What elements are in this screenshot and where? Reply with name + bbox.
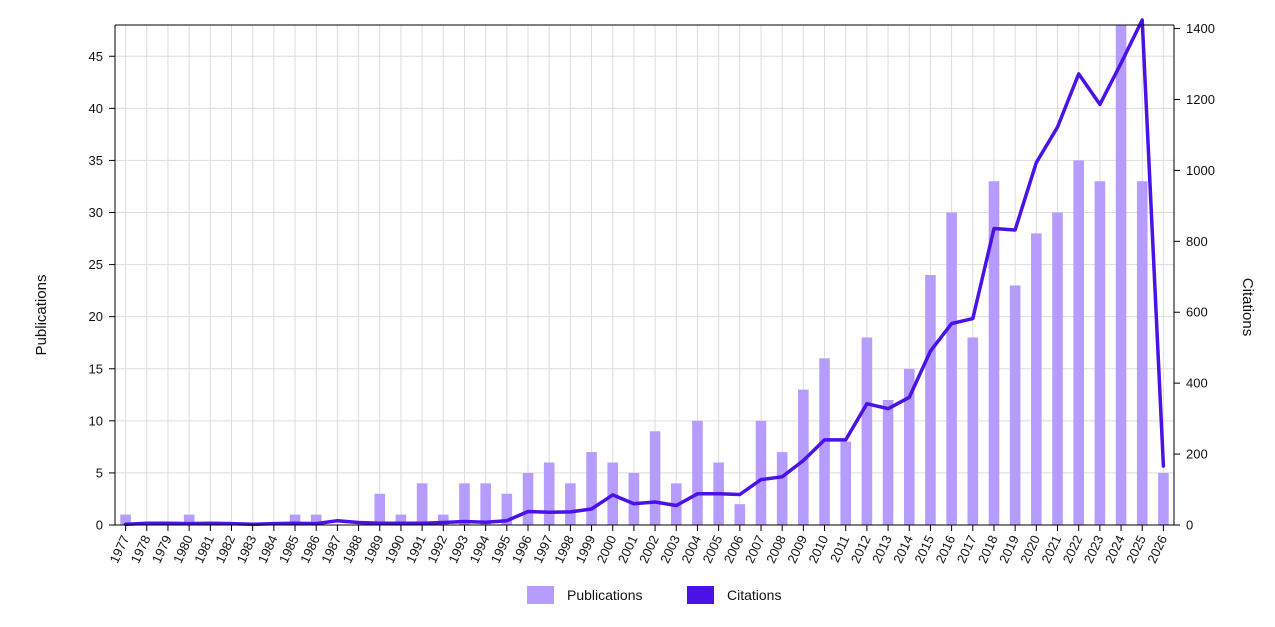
publication-bars — [120, 25, 1168, 525]
y-right-tick-label: 200 — [1186, 447, 1208, 462]
bar-publications-2011 — [840, 442, 851, 525]
y-right-tick-label: 1200 — [1186, 92, 1215, 107]
bar-publications-2025 — [1137, 181, 1148, 525]
x-tick-label-2019: 2019 — [996, 533, 1022, 566]
x-tick-label-2001: 2001 — [615, 533, 641, 566]
bar-publications-1994 — [480, 483, 491, 525]
x-tick-label-1990: 1990 — [382, 533, 408, 566]
bar-publications-2013 — [883, 400, 894, 525]
bar-publications-2012 — [862, 338, 873, 526]
x-tick-label-2013: 2013 — [869, 533, 895, 566]
x-tick-label-1996: 1996 — [509, 533, 535, 566]
x-tick-label-1997: 1997 — [530, 533, 556, 566]
bar-publications-2006 — [735, 504, 746, 525]
bar-publications-1997 — [544, 463, 555, 526]
x-tick-label-2021: 2021 — [1038, 533, 1064, 566]
bar-publications-2004 — [692, 421, 703, 525]
bar-publications-2022 — [1073, 160, 1084, 525]
legend-label-publications: Publications — [567, 587, 643, 603]
y-right-tick-label: 800 — [1186, 234, 1208, 249]
legend-swatch-citations — [687, 586, 714, 604]
y-right-tick-label: 600 — [1186, 305, 1208, 320]
x-tick-label-2026: 2026 — [1144, 533, 1170, 566]
bar-publications-1989 — [374, 494, 385, 525]
y-left-tick-label: 5 — [96, 465, 103, 480]
bar-publications-2021 — [1052, 213, 1063, 526]
x-tick-label-1979: 1979 — [149, 533, 175, 566]
bar-publications-2019 — [1010, 285, 1021, 525]
x-tick-label-1992: 1992 — [424, 533, 450, 566]
y-left-tick-label: 45 — [89, 49, 103, 64]
x-tick-label-1989: 1989 — [361, 533, 387, 566]
x-tick-label-1998: 1998 — [551, 533, 577, 566]
y-axis-left-title: Publications — [33, 275, 50, 356]
bar-publications-2020 — [1031, 233, 1042, 525]
legend-swatch-publications — [527, 586, 554, 604]
bar-publications-2002 — [650, 431, 661, 525]
x-tick-label-1993: 1993 — [445, 533, 471, 566]
x-tick-label-2022: 2022 — [1060, 533, 1086, 566]
y-axis-right-title: Citations — [1239, 278, 1256, 336]
x-tick-label-2020: 2020 — [1017, 533, 1043, 566]
x-tick-label-1991: 1991 — [403, 533, 429, 566]
x-tick-label-2000: 2000 — [594, 533, 620, 566]
bar-publications-2001 — [629, 473, 640, 525]
citations-line-layer — [125, 20, 1163, 524]
x-tick-label-1985: 1985 — [276, 533, 302, 566]
bar-publications-2017 — [967, 338, 978, 526]
x-tick-label-2018: 2018 — [975, 533, 1001, 566]
y-left-tick-label: 15 — [89, 361, 103, 376]
x-tick-label-2024: 2024 — [1102, 533, 1128, 566]
x-tick-label-2004: 2004 — [678, 533, 704, 566]
y-left-tick-label: 30 — [89, 205, 103, 220]
legend-label-citations: Citations — [727, 587, 781, 603]
x-tick-label-2012: 2012 — [848, 533, 874, 566]
x-tick-label-1988: 1988 — [339, 533, 365, 566]
citations-line — [126, 20, 1164, 524]
bar-publications-1999 — [586, 452, 597, 525]
x-tick-label-1981: 1981 — [191, 533, 217, 566]
x-tick-label-2014: 2014 — [890, 533, 916, 566]
bar-publications-2024 — [1116, 25, 1127, 525]
bar-publications-2023 — [1095, 181, 1106, 525]
bar-publications-2016 — [946, 213, 957, 526]
y-left-tick-label: 20 — [89, 309, 103, 324]
bar-publications-2015 — [925, 275, 936, 525]
x-tick-label-2006: 2006 — [721, 533, 747, 566]
y-right-tick-label: 400 — [1186, 376, 1208, 391]
x-tick-label-2025: 2025 — [1123, 533, 1149, 566]
bar-publications-1996 — [523, 473, 534, 525]
y-left-tick-label: 35 — [89, 153, 103, 168]
bar-publications-1998 — [565, 483, 576, 525]
y-right-tick-label: 1400 — [1186, 21, 1215, 36]
x-tick-label-2023: 2023 — [1081, 533, 1107, 566]
x-tick-label-2017: 2017 — [954, 533, 980, 566]
y-right-tick-label: 0 — [1186, 518, 1193, 533]
x-tick-label-2016: 2016 — [933, 533, 959, 566]
x-tick-label-1983: 1983 — [234, 533, 260, 566]
x-tick-label-1987: 1987 — [318, 533, 344, 566]
bar-publications-1993 — [459, 483, 470, 525]
x-tick-label-1995: 1995 — [488, 533, 514, 566]
bar-publications-1991 — [417, 483, 428, 525]
x-tick-label-2010: 2010 — [805, 533, 831, 566]
bar-publications-2007 — [756, 421, 767, 525]
y-right-tick-label: 1000 — [1186, 163, 1215, 178]
bar-publications-2008 — [777, 452, 788, 525]
y-left-tick-label: 25 — [89, 257, 103, 272]
y-left-tick-label: 0 — [96, 518, 103, 533]
bar-publications-2026 — [1158, 473, 1169, 525]
y-left-tick-label: 10 — [89, 413, 103, 428]
x-tick-label-2015: 2015 — [911, 533, 937, 566]
x-tick-label-1977: 1977 — [106, 533, 132, 566]
x-tick-label-2002: 2002 — [636, 533, 662, 566]
x-tick-label-1994: 1994 — [467, 533, 493, 566]
legend: Publications Citations — [527, 586, 781, 604]
y-left-tick-label: 40 — [89, 101, 103, 116]
x-tick-label-1999: 1999 — [572, 533, 598, 566]
x-tick-label-2008: 2008 — [763, 533, 789, 566]
